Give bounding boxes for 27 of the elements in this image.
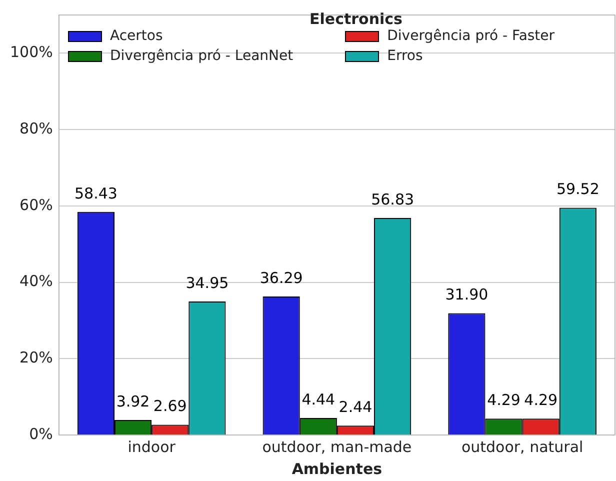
data-label: 36.29 (260, 268, 303, 287)
data-label: 2.69 (153, 397, 187, 416)
y-tick-label: 100% (10, 43, 53, 62)
data-label: 3.92 (116, 392, 150, 410)
data-label: 4.29 (524, 391, 558, 410)
y-tick-label: 40% (20, 272, 53, 290)
x-axis-title: Ambientes (292, 460, 382, 478)
y-tick-label: 0% (29, 424, 53, 443)
data-label: 56.83 (371, 190, 414, 208)
y-tick-label: 80% (20, 119, 53, 138)
data-label: 31.90 (445, 286, 488, 304)
legend-label: Divergência pró - Faster (387, 28, 555, 44)
x-tick-label: outdoor, man-made (262, 438, 412, 456)
y-tick-label: 20% (20, 348, 53, 367)
data-label: 4.29 (487, 391, 520, 410)
x-tick-label: outdoor, natural (461, 438, 584, 456)
legend-title: Electronics (308, 10, 404, 28)
data-label: 58.43 (74, 184, 118, 202)
y-tick-label: 60% (20, 196, 53, 214)
legend-label: Erros (387, 48, 423, 64)
data-label: 2.44 (338, 398, 372, 416)
data-label: 59.52 (556, 180, 600, 198)
data-label: 34.95 (186, 274, 229, 292)
legend-label: Acertos (110, 28, 163, 44)
x-tick-label: indoor (128, 438, 176, 456)
data-label: 4.44 (302, 390, 336, 408)
legend-label: Divergência pró - LeanNet (110, 48, 294, 64)
